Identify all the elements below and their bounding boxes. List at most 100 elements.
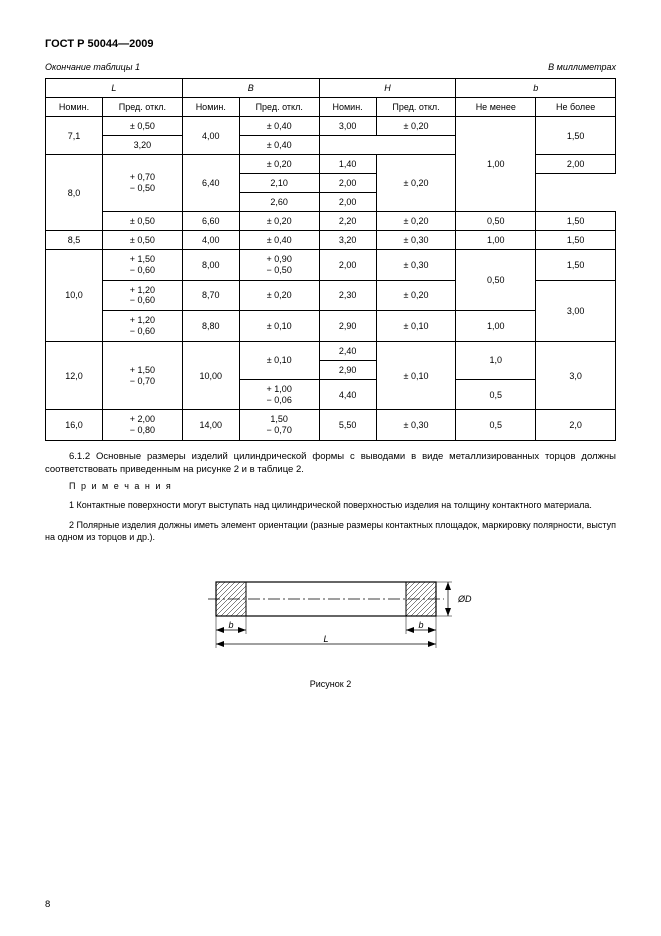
cell-Btol: 1,50− 0,70: [239, 410, 319, 441]
note-2: 2 Полярные изделия должны иметь элемент …: [45, 520, 616, 543]
dimensions-table: L B H b Номин.Пред. откл.Номин.Пред. отк…: [45, 78, 616, 441]
cell-bmin: 1,0: [456, 341, 536, 379]
cell-bmax: 1,50: [536, 250, 616, 281]
cell-H: 5,50: [319, 410, 376, 441]
col-sub-5: Пред. откл.: [376, 98, 456, 117]
cell-H: 1,40: [319, 155, 376, 174]
cell-Btol: + 0,90− 0,50: [239, 250, 319, 281]
cell-L: 8,5: [46, 231, 103, 250]
col-sub-3: Пред. откл.: [239, 98, 319, 117]
table-row: 7,1± 0,504,00± 0,403,00± 0,201,001,50: [46, 117, 616, 136]
cell-B: 6,40: [182, 155, 239, 212]
cell-H: 2,40: [319, 341, 376, 360]
cell-B: 4,00: [182, 231, 239, 250]
cell-H: 4,40: [319, 379, 376, 410]
note-1: 1 Контактные поверхности могут выступать…: [45, 500, 616, 512]
cell-bmin: 0,50: [456, 250, 536, 311]
cell-L: 16,0: [46, 410, 103, 441]
table-caption-left: Окончание таблицы 1: [45, 62, 140, 72]
cell-H: 2,30: [319, 280, 376, 311]
cell-H: 2,60: [239, 193, 319, 212]
cell-H: 2,20: [319, 212, 376, 231]
figure-2: LbbØD Рисунок 2: [45, 572, 616, 689]
cell-H: 3,20: [103, 136, 183, 155]
cell-bmax: 3,00: [536, 280, 616, 341]
cell-Ltol: + 1,50− 0,70: [103, 341, 183, 410]
cell-Htol: ± 0,30: [376, 410, 456, 441]
cell-Htol: ± 0,30: [376, 231, 456, 250]
svg-text:b: b: [228, 620, 233, 630]
table-row: ± 0,506,60± 0,202,20± 0,200,501,50: [46, 212, 616, 231]
cell-H: 2,90: [319, 360, 376, 379]
cell-Ltol: + 1,20− 0,60: [103, 280, 183, 311]
cell-H: 3,20: [319, 231, 376, 250]
cell-bmax: 3,0: [536, 341, 616, 410]
cell-Btol: ± 0,10: [239, 311, 319, 342]
cell-Btol: ± 0,20: [239, 212, 319, 231]
cell-Btol: + 1,00− 0,06: [239, 379, 319, 410]
col-sub-1: Пред. откл.: [103, 98, 183, 117]
cell-B: 10,00: [182, 341, 239, 410]
cell-Ltol: + 2,00− 0,80: [103, 410, 183, 441]
col-sub-0: Номин.: [46, 98, 103, 117]
table-row: 8,5± 0,504,00± 0,403,20± 0,301,001,50: [46, 231, 616, 250]
col-group-H: H: [319, 79, 456, 98]
cell-B: 8,00: [182, 250, 239, 281]
cell-bmin: 1,00: [456, 117, 536, 212]
notes-title: П р и м е ч а н и я: [45, 481, 616, 491]
table-row: + 1,20− 0,608,80± 0,102,90± 0,101,00: [46, 311, 616, 342]
cell-bmax: 2,00: [319, 193, 376, 212]
cell-H: 2,00: [319, 250, 376, 281]
cell-Ltol: + 1,20− 0,60: [103, 311, 183, 342]
doc-standard-title: ГОСТ Р 50044—2009: [45, 38, 616, 50]
cell-bmax: 1,50: [536, 212, 616, 231]
cell-bmin: 0,50: [456, 212, 536, 231]
col-group-b: b: [456, 79, 616, 98]
cell-L: 10,0: [46, 250, 103, 342]
cell-Htol: ± 0,10: [376, 341, 456, 410]
cell-Ltol: ± 0,50: [103, 212, 183, 231]
cell-Btol: ± 0,20: [239, 155, 319, 174]
cell-bmin: 1,00: [456, 231, 536, 250]
cell-L: 7,1: [46, 117, 103, 155]
cell-L: 8,0: [46, 155, 103, 231]
svg-text:L: L: [323, 634, 328, 644]
table-row: 10,0+ 1,50− 0,608,00+ 0,90− 0,502,00± 0,…: [46, 250, 616, 281]
cell-Ltol: + 0,70− 0,50: [103, 155, 183, 212]
figure-2-caption: Рисунок 2: [45, 679, 616, 689]
cell-bmax: 2,00: [536, 155, 616, 174]
cell-Btol: ± 0,10: [239, 341, 319, 379]
col-sub-7: Не более: [536, 98, 616, 117]
cell-H: 2,10: [239, 174, 319, 193]
col-group-L: L: [46, 79, 183, 98]
svg-text:b: b: [418, 620, 423, 630]
cell-bmin: 1,00: [456, 311, 536, 342]
page-number: 8: [45, 899, 50, 910]
cell-Htol: ± 0,20: [376, 117, 456, 136]
cell-bmax: 2,0: [536, 410, 616, 441]
paragraph-6-1-2: 6.1.2 Основные размеры изделий цилиндрич…: [45, 451, 616, 477]
cell-Btol: ± 0,40: [239, 231, 319, 250]
cell-Ltol: + 1,50− 0,60: [103, 250, 183, 281]
col-sub-4: Номин.: [319, 98, 376, 117]
table-row: 16,0+ 2,00− 0,8014,001,50− 0,705,50± 0,3…: [46, 410, 616, 441]
col-group-B: B: [182, 79, 319, 98]
cell-Htol: ± 0,20: [376, 280, 456, 311]
cell-Htol: ± 0,30: [376, 250, 456, 281]
cell-Btol: ± 0,40: [239, 117, 319, 136]
table-caption-right: В миллиметрах: [548, 62, 616, 72]
table-row: 12,0+ 1,50− 0,7010,00± 0,102,40± 0,101,0…: [46, 341, 616, 360]
col-sub-2: Номин.: [182, 98, 239, 117]
cell-Btol: ± 0,20: [239, 280, 319, 311]
cell-B: 4,00: [182, 117, 239, 155]
cell-bmax: 2,00: [319, 174, 376, 193]
cell-bmin: 0,5: [456, 379, 536, 410]
cell-bmin: 0,5: [456, 410, 536, 441]
cell-Htol: ± 0,20: [376, 212, 456, 231]
cell-Htol: ± 0,10: [376, 311, 456, 342]
cell-B: 6,60: [182, 212, 239, 231]
cell-B: 14,00: [182, 410, 239, 441]
cell-Htol: ± 0,40: [239, 136, 319, 155]
table-caption-row: Окончание таблицы 1 В миллиметрах: [45, 62, 616, 72]
cell-Ltol: ± 0,50: [103, 117, 183, 136]
